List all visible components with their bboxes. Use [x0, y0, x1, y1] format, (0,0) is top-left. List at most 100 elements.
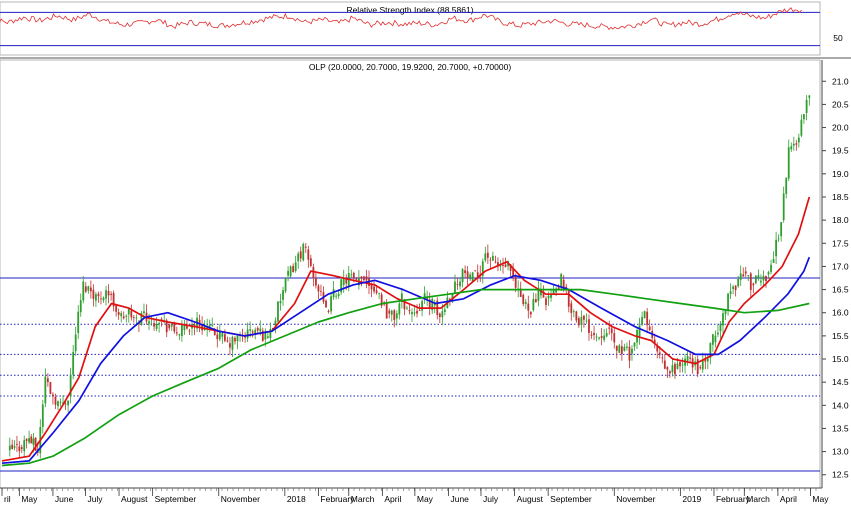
candle-body [49, 382, 52, 394]
candle-body [633, 342, 636, 347]
candle-body [668, 371, 671, 374]
y-tick-label: 15.0 [832, 354, 849, 364]
horizontal-reference-lines [0, 277, 820, 472]
y-tick-label: 19.0 [832, 169, 849, 179]
candle-body [84, 286, 87, 292]
candle-body [431, 298, 434, 311]
candle-body [155, 323, 158, 329]
candle-body [332, 289, 335, 298]
candle-body [370, 283, 373, 290]
candle-body [595, 336, 598, 338]
candle-body [249, 329, 252, 331]
candle-body [717, 332, 719, 335]
candle-body [542, 291, 545, 298]
candle-body [426, 297, 429, 299]
candle-body [423, 293, 426, 300]
candle-body [772, 259, 775, 263]
candle-body [770, 264, 772, 272]
candle-body [514, 276, 517, 288]
candle-body [264, 331, 267, 340]
candle-body [499, 265, 502, 267]
x-tick-label: May [21, 494, 38, 504]
candle-body [231, 336, 234, 350]
candle-body [23, 440, 26, 452]
candle-body [385, 303, 388, 319]
candle-body [64, 403, 67, 405]
candle-body [509, 264, 512, 271]
candle-body [67, 400, 70, 406]
candle-body [277, 301, 279, 322]
candle-body [459, 281, 461, 287]
candle-body [787, 147, 790, 179]
candle-body [418, 310, 421, 311]
candle-body [350, 274, 353, 276]
candle-body [411, 312, 413, 315]
candle-body [701, 359, 704, 370]
x-tick-label: July [87, 494, 103, 504]
candle-body [676, 363, 679, 369]
candle-body [352, 272, 355, 279]
candle-body [570, 303, 573, 313]
candle-body [325, 300, 327, 308]
candle-body [388, 310, 391, 314]
candle-body [216, 334, 219, 340]
candle-body [251, 331, 254, 333]
candle-body [97, 293, 100, 297]
y-tick-label: 15.5 [832, 331, 849, 341]
x-tick-label: 2018 [287, 494, 306, 504]
candle-body [95, 294, 97, 301]
candle-body [486, 252, 489, 258]
candle-body [138, 323, 140, 325]
candle-body [340, 279, 343, 293]
candle-body [59, 401, 62, 403]
candle-body [188, 330, 191, 332]
candle-body [765, 276, 767, 282]
candle-body [653, 339, 656, 344]
candle-body [704, 358, 707, 362]
candle-body [456, 284, 459, 285]
candle-body [590, 334, 593, 336]
candle-body [588, 319, 590, 334]
candle-body [20, 447, 23, 450]
candle-body [102, 297, 105, 301]
candle-body [656, 345, 659, 352]
candle-body [304, 246, 307, 248]
candle-body [631, 348, 633, 354]
candle-body [641, 317, 643, 325]
y-tick-label: 18.5 [832, 192, 849, 202]
candle-body [41, 404, 44, 427]
candle-body [747, 275, 750, 276]
candle-body [681, 364, 684, 366]
candle-body [72, 351, 75, 375]
candle-body [524, 301, 527, 304]
candle-body [223, 334, 226, 341]
candle-body [400, 293, 403, 303]
candle-body [89, 287, 92, 292]
candle-body [183, 325, 186, 331]
candle-body [246, 329, 249, 339]
candle-body [11, 444, 14, 449]
candle-body [663, 360, 666, 369]
y-tick-label: 17.0 [832, 261, 849, 271]
candle-body [211, 325, 214, 326]
candle-body [178, 334, 181, 336]
candle-body [82, 281, 85, 301]
candle-body [52, 394, 54, 397]
candle-body [345, 278, 348, 284]
candle-body [547, 296, 550, 299]
candle-body [585, 320, 588, 322]
candle-body [744, 271, 747, 274]
x-tick-label: May [417, 494, 434, 504]
candle-body [785, 177, 788, 194]
candle-body [256, 327, 259, 331]
candle-body [165, 320, 168, 333]
candle-body [337, 293, 340, 297]
candle-body [297, 253, 300, 262]
candle-body [593, 333, 595, 336]
candle-body [803, 114, 805, 120]
candle-body [540, 290, 542, 296]
candle-body [266, 336, 269, 339]
moving-average-line [1, 256, 811, 465]
candle-body [777, 238, 780, 240]
